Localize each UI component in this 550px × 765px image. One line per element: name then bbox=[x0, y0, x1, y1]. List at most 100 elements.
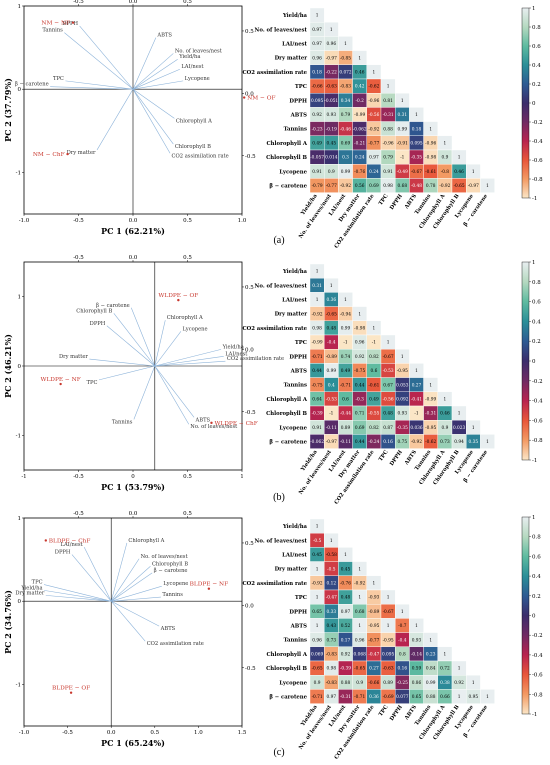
cell-value: -0.48 bbox=[411, 184, 422, 189]
column-label: TPC bbox=[378, 193, 390, 206]
cell-value: 0.069 bbox=[311, 653, 324, 658]
cell-value: -0.051 bbox=[324, 99, 338, 104]
cell-value: 0.48 bbox=[327, 327, 337, 332]
cell-value: 1 bbox=[358, 624, 361, 629]
cell-value: 0.96 bbox=[355, 638, 365, 643]
cell-value: 0.88 bbox=[383, 127, 393, 132]
cell-value: -0.31 bbox=[425, 412, 436, 417]
cell-value: 0.96 bbox=[327, 42, 337, 47]
cell-value: 0.81 bbox=[383, 99, 393, 104]
x-tick-label: 0.0 bbox=[107, 730, 116, 736]
cell-value: -0.92 bbox=[411, 440, 422, 445]
top-tick-label: -0.5 bbox=[73, 255, 84, 261]
cell-value: 0.095 bbox=[311, 99, 324, 104]
cell-value: -0.85 bbox=[340, 56, 351, 61]
column-label: TPC bbox=[378, 449, 390, 462]
cell-value: 0.9 bbox=[328, 170, 335, 175]
top-tick-label: -0.5 bbox=[73, 0, 84, 5]
x-tick-label: -0.5 bbox=[73, 218, 84, 224]
cell-value: 0.36 bbox=[369, 695, 379, 700]
cell-value: 1 bbox=[330, 284, 333, 289]
cell-value: 0.89 bbox=[341, 426, 351, 431]
heatmap-cell bbox=[480, 689, 495, 704]
cell-value: 0.46 bbox=[454, 170, 464, 175]
cell-value: 0.79 bbox=[341, 113, 351, 118]
cell-value: 0.44 bbox=[355, 383, 365, 388]
cell-value: 0.44 bbox=[355, 440, 365, 445]
cell-value: -0.89 bbox=[368, 610, 379, 615]
cell-value: -0.71 bbox=[312, 355, 323, 360]
cell-value: 1 bbox=[316, 525, 319, 530]
loading-vector bbox=[111, 585, 162, 602]
row-label: β − carotene bbox=[269, 695, 307, 701]
cell-value: 1 bbox=[458, 695, 461, 700]
row-label: ABTS bbox=[290, 113, 308, 119]
row-label: ABTS bbox=[290, 624, 308, 630]
cell-value: 1 bbox=[429, 127, 432, 132]
right-tick-label: 0.0 bbox=[245, 603, 254, 609]
treatment-label: BLDPE − NF bbox=[190, 582, 229, 588]
pca-biplot-1: -1.0 -0.5 0.0 0.5 1.0 1 0 -1 -0.5 0.0 0.5 0.5 0.0 -0.… bbox=[3, 0, 285, 246]
cell-value: -0.61 bbox=[425, 170, 436, 175]
right-tick-label: 0.5 bbox=[245, 285, 254, 291]
cell-value: 1 bbox=[316, 596, 319, 601]
cell-value: 0.88 bbox=[426, 695, 436, 700]
x-axis-title: PC 1 (62.21%) bbox=[101, 226, 165, 236]
cell-value: 0.96 bbox=[312, 638, 322, 643]
loading-vector bbox=[44, 590, 112, 602]
loading-vector bbox=[133, 365, 156, 420]
cell-value: 1 bbox=[458, 667, 461, 672]
cell-value: 0.99 bbox=[398, 127, 408, 132]
cell-value: 0.99 bbox=[341, 170, 351, 175]
treatment-label: NM − OF bbox=[247, 96, 275, 102]
cell-value: -0.55 bbox=[368, 412, 379, 417]
cell-value: 1 bbox=[444, 142, 447, 147]
cell-value: -0.96 bbox=[425, 142, 436, 147]
colorbar-tick-label: -0.4 bbox=[532, 139, 543, 145]
loading-label: ABTS bbox=[156, 33, 172, 39]
panel-label: (b) bbox=[273, 492, 285, 503]
cell-value: 0.99 bbox=[426, 681, 436, 686]
colorbar-tick-label: 0.2 bbox=[532, 82, 541, 88]
cell-value: -0.67 bbox=[383, 355, 394, 360]
loading-vector bbox=[89, 358, 155, 367]
loading-label: No. of leaves/nest bbox=[175, 48, 223, 54]
row-label: TPC bbox=[295, 84, 307, 90]
cell-value: 0.89 bbox=[383, 681, 393, 686]
cell-value: -0.4 bbox=[398, 638, 407, 643]
cell-value: -0.92 bbox=[439, 184, 450, 189]
loading-label: Lycopene bbox=[182, 326, 207, 332]
cell-value: 0.45 bbox=[327, 142, 337, 147]
x-tick-label: 1 bbox=[240, 474, 244, 480]
cell-value: 0.31 bbox=[312, 284, 322, 289]
column-label: TPC bbox=[378, 704, 390, 717]
cell-value: 0.66 bbox=[440, 695, 450, 700]
cell-value: -0.062 bbox=[353, 127, 367, 132]
cell-value: 0.42 bbox=[355, 85, 365, 90]
cell-value: 0.44 bbox=[312, 369, 322, 374]
cell-value: 1 bbox=[358, 312, 361, 317]
x-tick-label: 0 bbox=[131, 474, 135, 480]
y-tick-label: 1 bbox=[18, 516, 22, 522]
row-label: Lycopene bbox=[279, 425, 307, 431]
heatmap-cell bbox=[480, 434, 495, 449]
cell-value: 0.24 bbox=[355, 156, 365, 161]
cell-value: 0.97 bbox=[312, 28, 322, 33]
cell-value: 0.73 bbox=[440, 440, 450, 445]
cell-value: 1 bbox=[486, 184, 489, 189]
cell-value: 0.69 bbox=[341, 142, 351, 147]
loading-vector bbox=[65, 80, 134, 90]
loading-vector bbox=[154, 349, 222, 367]
cell-value: 0.88 bbox=[341, 681, 351, 686]
cell-value: 0.69 bbox=[369, 184, 379, 189]
colorbar-tick-label: 1 bbox=[532, 6, 536, 12]
colorbar-tick-label: 1 bbox=[532, 260, 536, 266]
cell-value: 0.45 bbox=[341, 567, 351, 572]
row-label: Dry matter bbox=[275, 567, 308, 573]
loading-vector bbox=[132, 53, 174, 90]
row-label: Chlorophyll A bbox=[266, 397, 307, 403]
colorbar-tick-label: 0.8 bbox=[532, 280, 541, 286]
cell-value: -0.44 bbox=[340, 412, 351, 417]
cell-value: 1 bbox=[429, 383, 432, 388]
colorbar bbox=[521, 516, 530, 715]
